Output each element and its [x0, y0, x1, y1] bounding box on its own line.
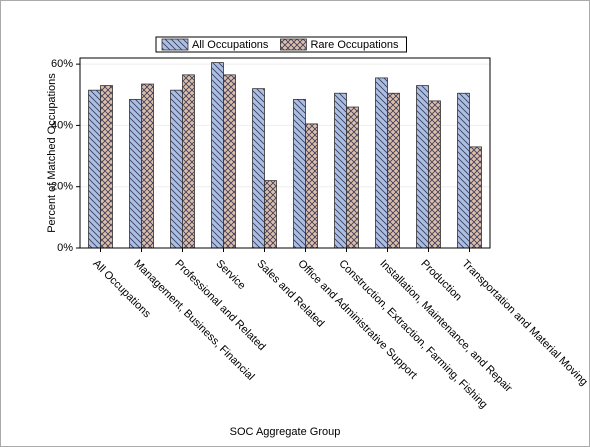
bar	[293, 98, 306, 249]
plot-frame	[79, 57, 491, 249]
bar	[305, 123, 318, 249]
bar	[416, 85, 429, 249]
legend-swatch	[280, 38, 307, 51]
bar	[346, 106, 359, 249]
legend-label: All Occupations	[192, 39, 269, 51]
bar	[88, 89, 101, 249]
bar	[182, 74, 195, 249]
bar	[387, 92, 400, 249]
bar	[129, 98, 142, 249]
bar	[457, 92, 470, 249]
y-tick-label: 0%	[57, 242, 73, 254]
bar	[428, 100, 441, 249]
legend-swatch	[161, 38, 189, 51]
bar	[141, 83, 154, 249]
bar	[223, 74, 236, 249]
bar	[100, 85, 113, 249]
bar	[264, 180, 277, 249]
bar	[469, 146, 482, 249]
bar	[252, 88, 265, 249]
bar	[211, 62, 224, 249]
y-axis-title: Percent of Matched Occupations	[46, 73, 58, 233]
bar	[170, 89, 183, 249]
legend: All Occupations Rare Occupations	[155, 36, 407, 53]
x-axis-title: SOC Aggregate Group	[230, 426, 341, 438]
legend-label: Rare Occupations	[310, 39, 399, 51]
y-tick-label: 20%	[51, 181, 73, 193]
bar	[375, 77, 388, 249]
bar	[334, 92, 347, 249]
y-tick-label: 60%	[51, 58, 73, 70]
y-tick-label: 40%	[51, 119, 73, 131]
